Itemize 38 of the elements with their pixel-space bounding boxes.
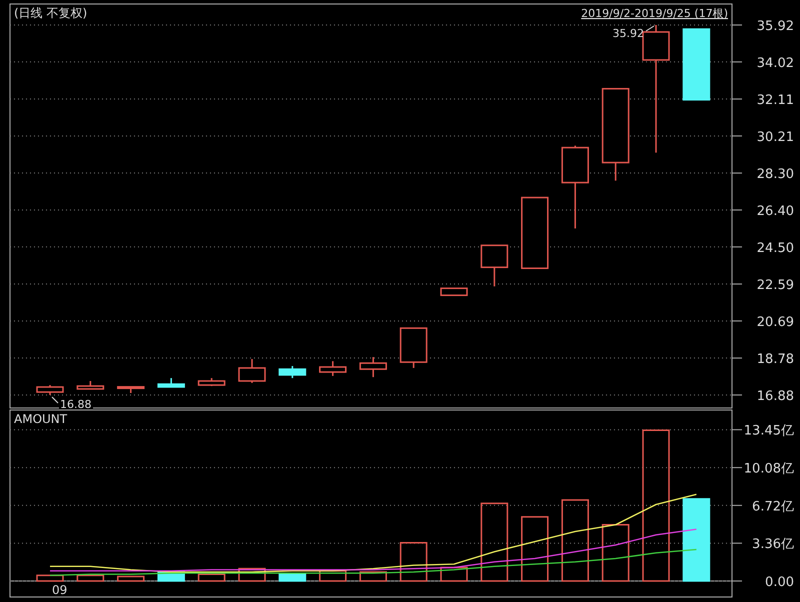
bar (117, 576, 145, 582)
y-tick-label: 28.30 (756, 167, 794, 182)
y-tick-label: 3.36亿 (752, 537, 794, 552)
y-tick-label: 10.08亿 (744, 462, 794, 477)
y-tick-label: 16.88 (756, 388, 794, 404)
y-tick-label: 13.45亿 (744, 424, 794, 439)
y-tick-label: 0.00 (765, 575, 794, 590)
y-tick-label: 18.78 (756, 352, 794, 368)
chart-subtitle: 2019/9/2-2019/9/25 (17根) (581, 7, 728, 20)
y-tick-label: 24.50 (756, 240, 794, 256)
bar (198, 574, 226, 582)
bar (642, 430, 670, 582)
bar (440, 566, 468, 582)
bar (238, 568, 266, 582)
line-series (49, 494, 698, 573)
bar (400, 542, 428, 582)
y-tick-label: 32.11 (756, 93, 794, 108)
bar (76, 574, 104, 582)
y-tick-label: 22.59 (756, 278, 794, 294)
y-tick-label: 34.02 (756, 56, 794, 71)
bar (682, 498, 710, 582)
y-tick-label: 20.69 (756, 314, 794, 330)
chart-title: AMOUNT (14, 412, 68, 426)
chart-title: (日线 不复权) (14, 6, 88, 20)
bar (602, 524, 630, 582)
line-series (49, 528, 698, 572)
y-tick-label: 6.72亿 (752, 499, 794, 514)
bar (480, 502, 508, 582)
bar (359, 571, 387, 582)
bar (561, 499, 589, 582)
line-series (49, 548, 698, 576)
annotation: 16.88 (60, 398, 92, 411)
y-tick-label: 35.92 (756, 18, 794, 34)
text: 09 (52, 583, 68, 597)
bar (278, 574, 306, 582)
y-tick-label: 26.40 (756, 204, 794, 219)
bar (521, 516, 549, 582)
y-tick-label: 30.21 (756, 130, 794, 145)
